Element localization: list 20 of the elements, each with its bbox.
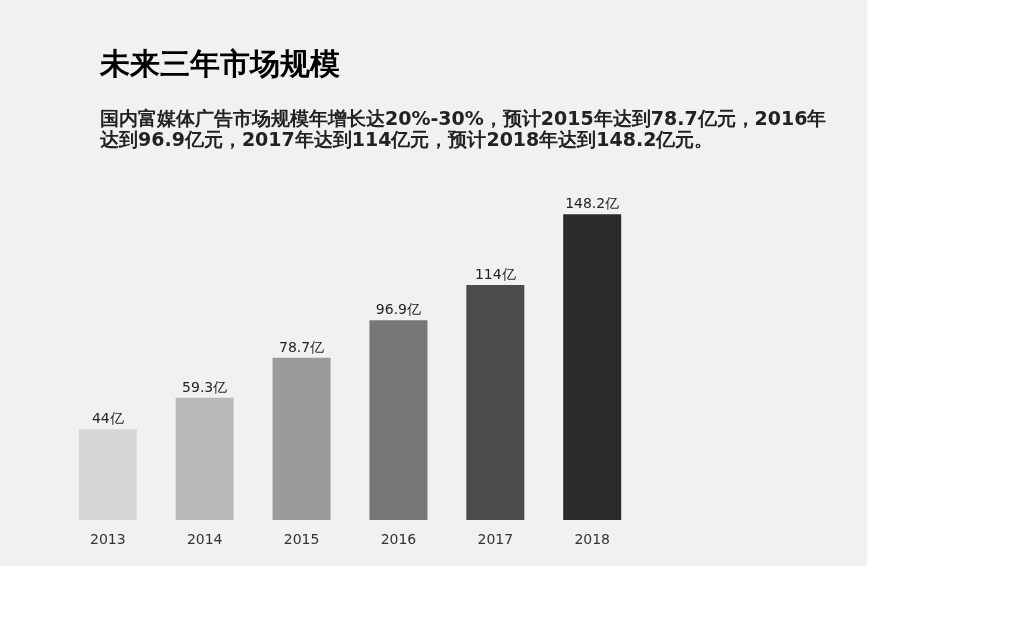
bar	[272, 357, 331, 520]
data-label: 78.7亿	[278, 338, 325, 355]
x-tick-label: 2014	[186, 530, 223, 547]
x-tick-label: 2017	[477, 530, 514, 547]
data-label: 114亿	[474, 265, 516, 282]
bar	[78, 429, 137, 520]
x-tick-label: 2016	[380, 530, 417, 547]
bar	[175, 397, 234, 520]
bar	[563, 214, 622, 520]
data-label: 44亿	[91, 410, 124, 427]
x-tick-label: 2013	[89, 530, 126, 547]
chart-title: 未来三年市场规模	[99, 46, 340, 81]
bar	[369, 320, 428, 520]
data-label: 59.3亿	[182, 378, 228, 395]
x-tick-label: 2018	[574, 530, 611, 547]
x-tick-label: 2015	[283, 530, 320, 547]
chart-subtitle: 国内富媒体广告市场规模年增长达20%-30%，预计2015年达到78.7亿元，2016年达到96.9亿元，2017年达到114亿元，预计2018年达到148.2亿元。	[99, 107, 827, 150]
data-label: 148.2亿	[565, 195, 620, 212]
data-label: 96.9亿	[375, 301, 422, 318]
bar	[466, 284, 525, 520]
